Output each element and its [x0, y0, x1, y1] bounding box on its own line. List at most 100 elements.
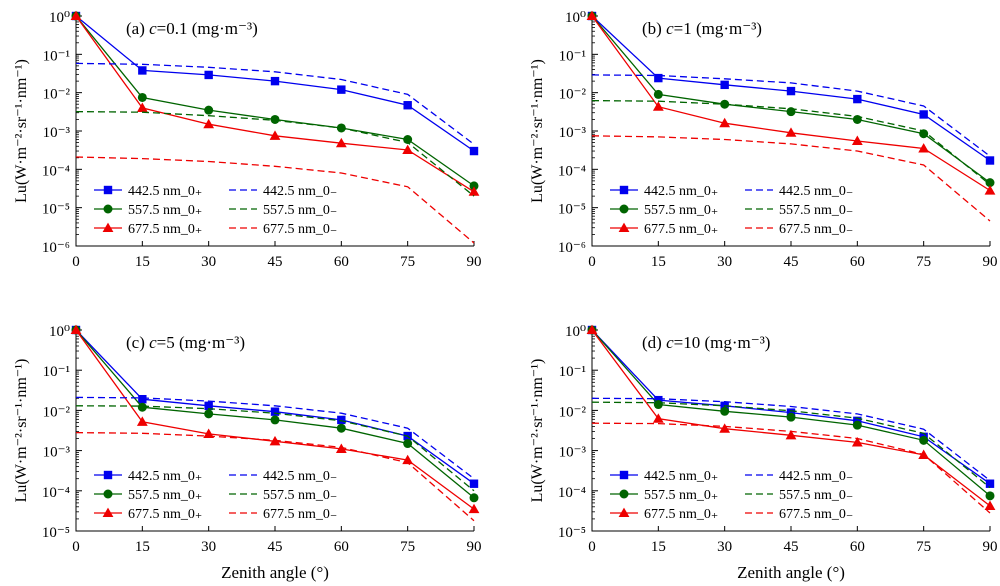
- y-tick-label: 10⁻²: [43, 404, 71, 420]
- data-point: [70, 10, 82, 21]
- legend-label: 557.5 nm_0₋: [779, 203, 853, 218]
- series-line: [591, 99, 991, 186]
- y-axis-label: Lu(W·m⁻²·sr⁻¹·nm⁻¹): [529, 359, 546, 503]
- data-point: [204, 70, 213, 80]
- data-point: [137, 402, 147, 412]
- data-point: [985, 156, 995, 165]
- data-point: [337, 415, 346, 425]
- y-tick-label: 10⁻⁵: [558, 202, 586, 218]
- data-point: [720, 406, 730, 416]
- y-tick-label: 10⁻¹: [43, 364, 70, 380]
- data-point: [269, 130, 281, 140]
- x-tick-label: 90: [467, 539, 482, 555]
- y-tick-label: 10⁻³: [559, 445, 587, 461]
- y-tick-label: 10⁻²: [43, 87, 71, 103]
- data-point: [203, 428, 215, 438]
- data-point: [469, 479, 479, 488]
- series-line: [75, 110, 475, 197]
- legend-label: 677.5 nm_0₊: [128, 222, 202, 237]
- x-tick-label: 30: [717, 254, 732, 270]
- legend-marker: [619, 470, 629, 480]
- data-point: [586, 10, 598, 21]
- legend-label: 557.5 nm_0₊: [128, 488, 202, 503]
- y-tick-label: 10⁰: [565, 10, 586, 26]
- x-tick-label: 15: [651, 254, 666, 270]
- panel-title: (c) c=5 (mg·m⁻³): [126, 333, 245, 352]
- legend-label: 557.5 nm_0₊: [644, 488, 718, 503]
- x-tick-label: 15: [135, 539, 150, 555]
- data-point: [136, 416, 148, 426]
- legend-marker: [618, 507, 630, 518]
- y-tick-label: 10⁻³: [559, 125, 587, 141]
- data-point: [652, 101, 664, 111]
- legend-marker: [102, 507, 114, 518]
- x-tick-label: 45: [784, 539, 799, 555]
- data-point: [337, 85, 346, 94]
- data-point: [786, 86, 796, 96]
- data-point: [918, 143, 930, 153]
- data-point: [785, 127, 797, 137]
- series-line: [75, 15, 475, 193]
- data-point: [138, 394, 147, 404]
- data-point: [204, 105, 214, 115]
- y-axis-label: Lu(W·m⁻²·sr⁻¹·nm⁻¹): [13, 59, 30, 203]
- series-line: [75, 329, 475, 485]
- panel-b: 0 15 30 45 60 75 90 10⁻⁶ 10⁻⁵ 10⁻⁴ 10⁻³ 10⁻² 10⁻¹ 10⁰…: [529, 10, 998, 270]
- panel-c: 0 15 30 45 60 75 90 10⁻⁵ 10⁻⁴ 10⁻³ 10⁻² 10⁻¹ 10⁰ Lu(W…: [13, 324, 482, 582]
- y-axis-label: Lu(W·m⁻²·sr⁻¹·nm⁻¹): [13, 359, 30, 503]
- legend-label: 557.5 nm_0₋: [779, 488, 853, 503]
- data-point: [852, 420, 862, 430]
- data-point: [336, 423, 346, 433]
- data-point: [719, 117, 731, 128]
- series-line: [75, 156, 475, 244]
- series-line: [591, 74, 991, 157]
- x-tick-label: 75: [400, 254, 415, 270]
- y-tick-label: 10⁻⁴: [42, 485, 70, 501]
- legend-label: 442.5 nm_0₊: [128, 184, 202, 199]
- legend-label: 442.5 nm_0₊: [128, 469, 202, 484]
- x-tick-label: 0: [72, 254, 80, 270]
- series-line: [591, 397, 991, 482]
- legend-label: 677.5 nm_0₋: [779, 222, 853, 237]
- y-tick-label: 10⁻⁵: [42, 525, 70, 541]
- x-tick-label: 0: [588, 254, 596, 270]
- data-point: [919, 129, 929, 139]
- x-tick-label: 90: [983, 539, 998, 555]
- data-point: [468, 186, 480, 196]
- x-tick-label: 15: [135, 254, 150, 270]
- data-point: [851, 135, 863, 146]
- y-tick-label: 10⁻¹: [559, 364, 586, 380]
- data-point: [653, 400, 663, 410]
- data-point: [985, 479, 995, 488]
- data-point: [270, 407, 280, 416]
- data-point: [403, 439, 413, 449]
- data-point: [335, 443, 347, 453]
- data-point: [785, 429, 797, 440]
- legend-label: 442.5 nm_0₋: [263, 184, 337, 199]
- x-tick-label: 90: [983, 254, 998, 270]
- data-point: [654, 73, 663, 83]
- data-point: [919, 110, 928, 119]
- data-point: [851, 436, 863, 447]
- data-point: [653, 89, 663, 99]
- legend-label: 442.5 nm_0₋: [779, 469, 853, 484]
- legend-label: 557.5 nm_0₋: [263, 203, 337, 218]
- data-point: [136, 102, 148, 112]
- y-tick-label: 10⁻⁴: [558, 485, 586, 501]
- x-tick-label: 60: [850, 539, 865, 555]
- data-point: [204, 401, 213, 411]
- x-tick-label: 30: [201, 254, 216, 270]
- legend-marker: [103, 204, 113, 214]
- data-point: [853, 94, 862, 104]
- x-axis-label: Zenith angle (°): [221, 563, 329, 582]
- series-line: [75, 62, 475, 145]
- x-tick-label: 0: [588, 539, 596, 555]
- y-tick-label: 10⁻¹: [43, 48, 70, 64]
- data-point: [335, 137, 347, 148]
- data-point: [270, 415, 280, 425]
- y-tick-label: 10⁻²: [559, 404, 587, 420]
- panel-a: 0 15 30 45 60 75 90 10⁻⁶ 10⁻⁵ 10⁻⁴ 10⁻³ 10⁻² 10⁻¹ 10⁰…: [13, 10, 482, 270]
- data-point: [984, 500, 996, 510]
- x-tick-label: 60: [334, 254, 349, 270]
